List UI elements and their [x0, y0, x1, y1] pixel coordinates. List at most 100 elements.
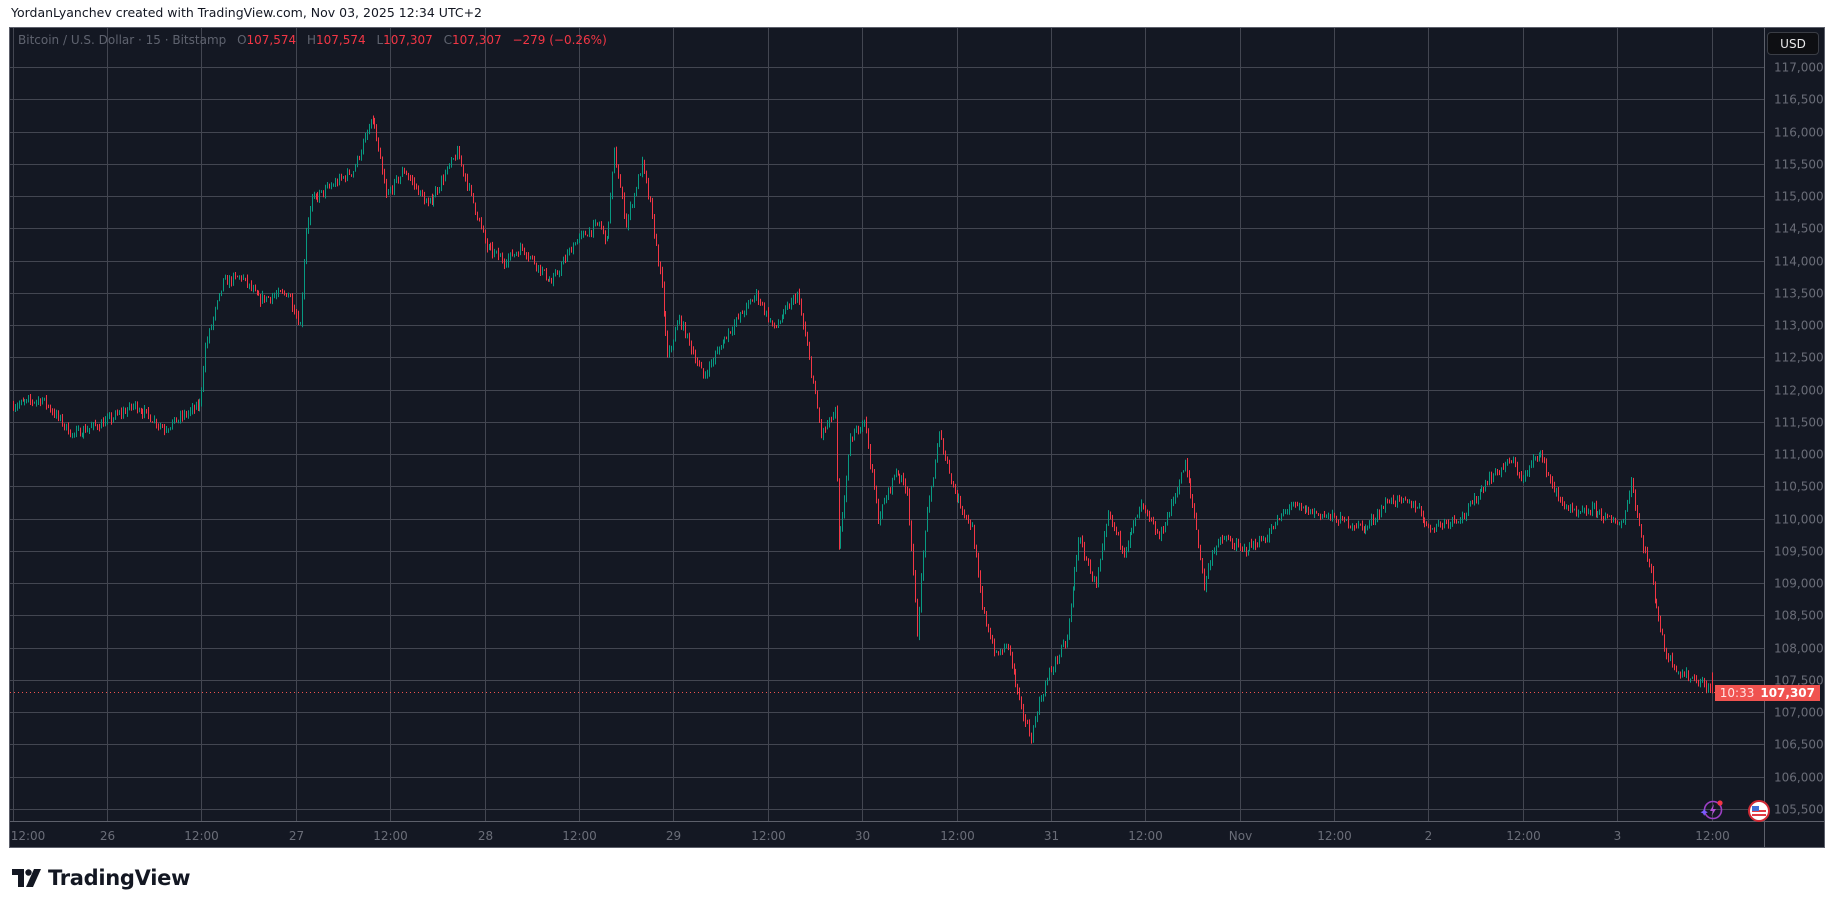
candle-body [1208, 566, 1209, 578]
candle-body [72, 433, 73, 437]
candle-body [1535, 456, 1536, 459]
candle-body [1281, 514, 1282, 520]
candle-body [68, 424, 69, 434]
candle-body [1173, 500, 1174, 503]
candle-body [400, 176, 401, 182]
candle-body [756, 291, 757, 297]
candle-body [540, 265, 541, 273]
candle-body [1220, 539, 1221, 541]
candle-body [675, 330, 676, 342]
price-chart[interactable]: 105,500 106,000 106,500 107,000 107,500 108,0… [10, 28, 1825, 848]
candle-body [1438, 523, 1439, 526]
candle-body [717, 350, 718, 354]
chart-frame[interactable]: 105,500 106,000 106,500 107,000 107,500 108,0… [9, 27, 1825, 848]
candle-body [376, 127, 377, 141]
lightning-alert-icon[interactable] [1699, 798, 1725, 826]
candle-body [960, 496, 961, 508]
candle-body [463, 164, 464, 174]
candle-body [721, 348, 722, 350]
open-label: O [237, 33, 247, 47]
candle-body [1265, 539, 1266, 541]
candle-body [1423, 513, 1424, 521]
candle-body [34, 402, 35, 404]
candle-body [791, 300, 792, 308]
candle-body [1000, 650, 1001, 655]
candle-body [1271, 527, 1272, 533]
candle-body [292, 296, 293, 309]
candle-body [1153, 520, 1154, 525]
candle-body [695, 353, 696, 362]
candle-body [1387, 501, 1388, 503]
candle-body [469, 186, 470, 188]
candle-body [506, 263, 507, 265]
candle-body [734, 323, 735, 331]
candle-body [1147, 509, 1148, 513]
candle-body [500, 255, 501, 257]
candle-body [420, 190, 421, 195]
candle-body [113, 418, 114, 421]
candle-body [270, 297, 271, 301]
candle-body [984, 607, 985, 613]
candle-body [286, 293, 287, 297]
candle-body [60, 416, 61, 419]
candle-body [1224, 538, 1225, 540]
candle-body [730, 331, 731, 333]
candle-body [1041, 698, 1042, 701]
candle-body [1501, 467, 1502, 474]
price-tick-label: 111,000 [1774, 448, 1824, 462]
candle-body [903, 475, 904, 483]
candle-body [1279, 518, 1280, 520]
candle-body [854, 432, 855, 441]
candle-body [1133, 523, 1134, 529]
candle-body [1002, 650, 1003, 653]
candle-body [1391, 497, 1392, 503]
candle-body [1198, 529, 1199, 547]
candle-body [1519, 472, 1520, 475]
candle-body [911, 521, 912, 548]
candle-body [329, 185, 330, 187]
candle-body [194, 406, 195, 410]
candle-body [1639, 514, 1640, 526]
candle-body [780, 321, 781, 324]
candle-body [898, 472, 899, 475]
time-tick-label: 29 [666, 829, 681, 843]
candle-body [601, 224, 602, 228]
candle-body [1114, 524, 1115, 527]
candle-body [565, 258, 566, 261]
candle-body [833, 415, 834, 420]
candle-body [325, 187, 326, 195]
candle-body [461, 159, 462, 165]
candle-body [225, 277, 226, 279]
candle-body [260, 295, 261, 303]
time-tick-label: 12:00 [1317, 829, 1352, 843]
candle-body [1043, 694, 1044, 699]
candle-body [542, 269, 543, 273]
candle-body [1365, 526, 1366, 532]
candle-body [1106, 524, 1107, 535]
currency-button[interactable]: USD [1767, 32, 1819, 55]
candle-body [1360, 523, 1361, 525]
candle-body [1552, 479, 1553, 486]
candle-body [614, 149, 615, 172]
candle-body [980, 573, 981, 590]
candle-body [1456, 520, 1457, 522]
candle-body [1472, 503, 1473, 505]
candle-body [207, 340, 208, 346]
last-price-value: 107,307 [1760, 685, 1815, 700]
candle-body [742, 312, 743, 314]
candle-body [1389, 502, 1390, 504]
candle-body [622, 187, 623, 197]
candle-body [1061, 646, 1062, 656]
us-flag-icon[interactable] [1748, 800, 1770, 826]
candle-body [990, 631, 991, 639]
candle-body [1676, 666, 1677, 672]
candle-body [933, 477, 934, 487]
candle-body [1576, 509, 1577, 514]
candle-body [799, 293, 800, 303]
candle-body [1094, 578, 1095, 580]
candle-body [1615, 520, 1616, 524]
candle-body [870, 447, 871, 465]
candle-body [139, 410, 140, 412]
candle-body [412, 179, 413, 181]
candle-body [1619, 523, 1620, 525]
